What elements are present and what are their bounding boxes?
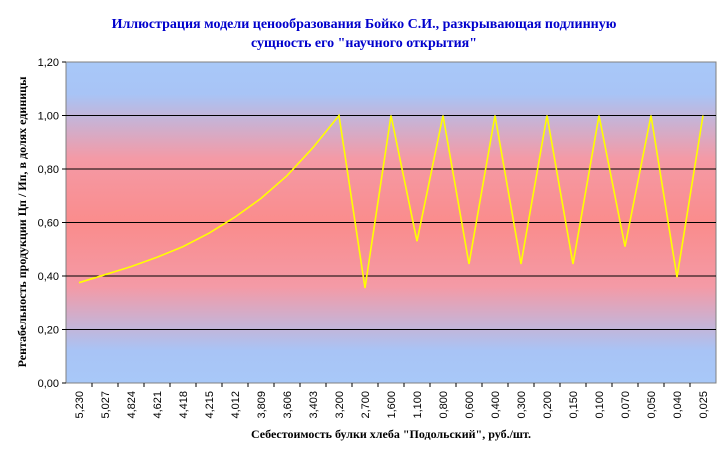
y-axis-ticks: 0,00 0,20 0,40 0,60 0,80 1,00 1,20 xyxy=(38,57,66,390)
x-tick-label: 4,418 xyxy=(178,391,190,419)
y-tick-label: 0,20 xyxy=(38,325,59,337)
x-tick-label: 0,400 xyxy=(490,391,502,419)
series-line xyxy=(78,113,704,289)
x-tick-label: 0,050 xyxy=(646,391,658,419)
x-tick-label: 1,600 xyxy=(386,391,398,419)
y-tick-label: 1,00 xyxy=(38,111,59,123)
x-tick-label: 4,012 xyxy=(230,391,242,419)
x-tick-label: 0,150 xyxy=(568,391,580,419)
x-axis-label: Себестоимость булки хлеба "Подольский", … xyxy=(251,427,531,441)
x-tick-label: 3,403 xyxy=(308,391,320,419)
x-tick-label: 4,621 xyxy=(152,391,164,419)
x-tick-label: 0,100 xyxy=(594,391,606,419)
chart-title-line1: Иллюстрация модели ценообразования Бойко… xyxy=(112,17,617,32)
x-tick-label: 4,215 xyxy=(204,391,216,419)
y-axis-label: Рентабельность продукции Цп / Ип, в доля… xyxy=(15,76,29,367)
x-tick-label: 3,606 xyxy=(282,391,294,419)
y-tick-label: 1,20 xyxy=(38,57,59,69)
y-tick-label: 0,40 xyxy=(38,271,59,283)
x-tick-label: 0,070 xyxy=(620,391,632,419)
y-tick-label: 0,00 xyxy=(38,378,59,390)
x-tick-label: 2,700 xyxy=(360,391,372,419)
series-group xyxy=(78,113,704,289)
y-tick-label: 0,80 xyxy=(38,164,59,176)
x-tick-label: 0,025 xyxy=(698,391,710,419)
x-tick-label: 0,040 xyxy=(672,391,684,419)
y-tick-label: 0,60 xyxy=(38,218,59,230)
x-tick-label: 5,230 xyxy=(74,391,86,419)
x-tick-label: 0,200 xyxy=(542,391,554,419)
x-tick-label: 0,800 xyxy=(438,391,450,419)
x-axis-ticks: 5,230 5,027 4,824 4,621 4,418 4,215 4,012 3,809… xyxy=(74,383,710,419)
x-tick-label: 0,300 xyxy=(516,391,528,419)
x-tick-label: 3,809 xyxy=(256,391,268,419)
x-tick-label: 4,824 xyxy=(126,391,138,419)
x-tick-label: 1,100 xyxy=(412,391,424,419)
chart-title-line2: сущность его "научного открытия" xyxy=(251,36,477,51)
x-tick-label: 5,027 xyxy=(100,391,112,419)
x-tick-label: 3,200 xyxy=(334,391,346,419)
x-tick-label: 0,600 xyxy=(464,391,476,419)
